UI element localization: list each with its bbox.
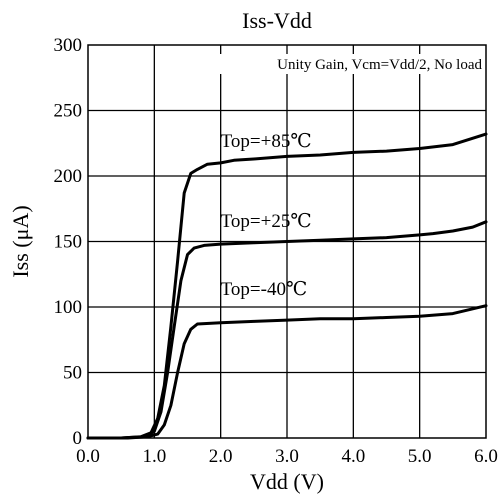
y-tick-label: 50 [63,363,82,384]
x-axis-label: Vdd (V) [250,469,324,494]
y-tick-label: 0 [73,428,83,449]
series-label-1: Top=+85℃ [221,131,312,152]
series-labels: Top=+85℃ Top=+25℃ Top=-40℃ [221,131,312,300]
x-tick-label: 0.0 [76,446,100,467]
plot-frame [87,44,487,439]
y-tick-label: 150 [54,232,83,253]
x-tick-label: 5.0 [408,446,432,467]
x-tick-label: 3.0 [275,446,299,467]
y-tick-label: 250 [54,101,83,122]
x-tick-label: 1.0 [142,446,166,467]
series-label-2: Top=+25℃ [221,211,312,232]
chart-annotation: Unity Gain, Vcm=Vdd/2, No load [277,57,482,73]
tick-labels: 0.0 1.0 2.0 3.0 4.0 5.0 6.0 0 50 100 150 200 250 300 [54,35,498,467]
chart-title: Iss-Vdd [242,8,312,33]
annotation-background [188,54,482,74]
series-label-3: Top=-40℃ [221,279,308,300]
series-line-2 [86,220,488,440]
series-line-1 [86,132,488,440]
x-tick-label: 6.0 [474,446,498,467]
x-tick-label: 4.0 [341,446,365,467]
y-tick-label: 300 [54,35,83,56]
series-line-3 [86,304,488,440]
y-axis-label: Iss (μA) [8,205,33,277]
y-tick-label: 200 [54,166,83,187]
series-lines [86,132,488,440]
grid [88,45,486,438]
y-tick-label: 100 [54,297,83,318]
x-tick-label: 2.0 [209,446,233,467]
